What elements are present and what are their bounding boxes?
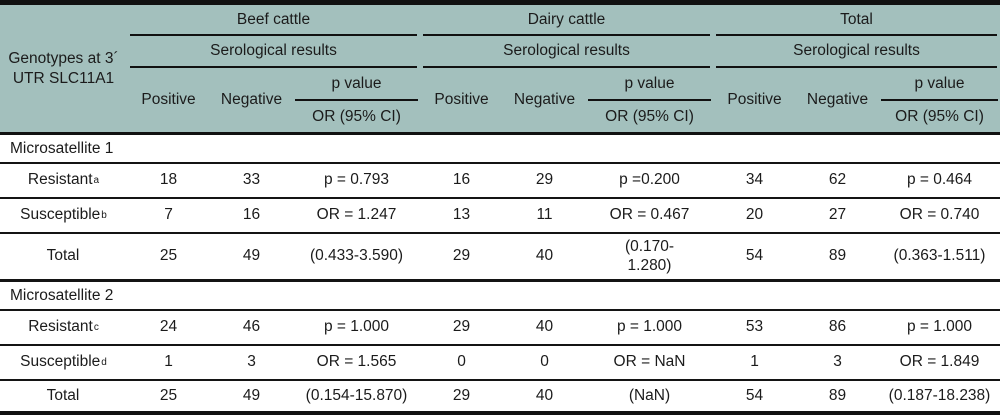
- cell-dairy-positive: 29: [452, 386, 471, 404]
- row-label: Resistant c: [28, 318, 99, 336]
- row-label: Total: [46, 386, 80, 404]
- cell-dairy-negative: 29: [535, 171, 554, 189]
- cell-dairy-positive: 29: [452, 318, 471, 336]
- cell-dairy-positive: 13: [452, 206, 471, 224]
- cell-beef-stat: p = 1.000: [323, 318, 390, 336]
- cell-dairy-positive: 0: [457, 353, 466, 371]
- table-row-susceptible-b: Susceptible b 7 16 OR = 1.247 13 11 OR = …: [0, 199, 1000, 234]
- cell-dairy-negative: 11: [536, 206, 553, 224]
- row-label: Resistant a: [27, 171, 100, 189]
- col-header-negative: Negative: [513, 91, 576, 108]
- cell-beef-positive: 24: [159, 318, 178, 336]
- col-header-pvalue: p value: [295, 68, 418, 101]
- group-subheader: Serological results: [130, 36, 417, 68]
- cell-dairy-negative: 40: [535, 247, 554, 265]
- cell-total-stat: OR = 0.740: [899, 206, 980, 224]
- cell-total-stat: p = 0.464: [906, 171, 973, 189]
- table-row-total-2: Total 25 49 (0.154-15.870) 29 40 (NaN) 5…: [0, 381, 1000, 411]
- table-row-total-1: Total 25 49 (0.433-3.590) 29 40 (0.170- …: [0, 234, 1000, 282]
- cell-dairy-positive: 29: [452, 247, 471, 265]
- cell-total-positive: 34: [745, 171, 764, 189]
- col-header-pvalue: p value: [588, 68, 711, 101]
- cell-beef-negative: 3: [247, 353, 256, 371]
- cell-beef-negative: 49: [242, 247, 261, 265]
- cell-total-negative: 89: [828, 386, 847, 404]
- col-header-positive: Positive: [141, 91, 196, 108]
- col-header-negative: Negative: [806, 91, 869, 108]
- cell-total-positive: 20: [745, 206, 764, 224]
- cell-dairy-positive: 16: [452, 171, 471, 189]
- group-label: Beef cattle: [130, 5, 417, 36]
- cell-total-stat: OR = 1.849: [899, 353, 980, 371]
- cell-total-negative: 27: [828, 206, 847, 224]
- cell-beef-stat: p = 0.793: [323, 171, 390, 189]
- col-header-pvalue: p value: [881, 68, 998, 101]
- table-row-resistant-c: Resistant c 24 46 p = 1.000 29 40 p = 1.0…: [0, 311, 1000, 346]
- col-header-negative: Negative: [220, 91, 283, 108]
- stub-header-line2: UTR SLC11A1: [12, 69, 115, 87]
- cell-beef-positive: 18: [159, 171, 178, 189]
- cell-beef-positive: 25: [159, 247, 178, 265]
- col-header-positive: Positive: [727, 91, 782, 108]
- cell-beef-stat: OR = 1.565: [316, 353, 397, 371]
- cell-dairy-stat: (0.170- 1.280): [624, 237, 675, 274]
- cell-dairy-negative: 40: [535, 386, 554, 404]
- row-label: Susceptible d: [20, 353, 107, 371]
- table-row-susceptible-d: Susceptible d 1 3 OR = 1.565 0 0 OR = NaN…: [0, 346, 1000, 381]
- cell-dairy-stat: p = 1.000: [616, 318, 683, 336]
- cell-dairy-negative: 40: [535, 318, 554, 336]
- cell-beef-negative: 49: [242, 386, 261, 404]
- cell-beef-negative: 16: [242, 206, 261, 224]
- cell-beef-negative: 46: [242, 318, 261, 336]
- table-row-resistant-a: Resistant a 18 33 p = 0.793 16 29 p =0.20…: [0, 164, 1000, 199]
- cell-beef-negative: 33: [242, 171, 261, 189]
- cell-dairy-stat: (NaN): [628, 386, 671, 404]
- group-subheader: Serological results: [423, 36, 710, 68]
- header-group-beef: Beef cattle Serological results Positive…: [127, 5, 420, 132]
- cell-total-stat: p = 1.000: [906, 318, 973, 336]
- header-group-dairy: Dairy cattle Serological results Positiv…: [420, 5, 713, 132]
- group-label: Dairy cattle: [423, 5, 710, 36]
- row-label: Susceptible b: [20, 206, 107, 224]
- stub-header: Genotypes at 3´ UTR SLC11A1: [0, 5, 127, 132]
- col-header-positive: Positive: [434, 91, 489, 108]
- cell-dairy-stat: OR = 0.467: [609, 206, 690, 224]
- cell-total-negative: 86: [828, 318, 847, 336]
- cell-total-positive: 54: [745, 247, 764, 265]
- cell-total-stat: (0.187-18.238): [888, 386, 991, 404]
- cell-beef-positive: 7: [164, 206, 173, 224]
- cell-total-stat: (0.363-1.511): [893, 247, 986, 265]
- cell-total-negative: 3: [833, 353, 842, 371]
- cell-beef-stat: (0.433-3.590): [309, 247, 404, 265]
- cell-beef-stat: (0.154-15.870): [305, 386, 408, 404]
- section-title-microsatellite-1: Microsatellite 1: [0, 135, 1000, 164]
- cell-beef-positive: 25: [159, 386, 178, 404]
- row-label: Total: [46, 247, 80, 265]
- table-header: Genotypes at 3´ UTR SLC11A1 Beef cattle …: [0, 0, 1000, 135]
- section-title-microsatellite-2: Microsatellite 2: [0, 282, 1000, 311]
- cell-dairy-stat: OR = NaN: [613, 353, 686, 371]
- cell-total-positive: 1: [750, 353, 759, 371]
- cell-total-negative: 62: [828, 171, 847, 189]
- col-header-or-ci: OR (95% CI): [605, 107, 694, 125]
- cell-dairy-negative: 0: [540, 353, 549, 371]
- cell-dairy-stat: p =0.200: [619, 171, 680, 189]
- cell-beef-positive: 1: [164, 353, 173, 371]
- col-header-or-ci: OR (95% CI): [895, 107, 984, 125]
- header-group-total: Total Serological results Positive Negat…: [713, 5, 1000, 132]
- cell-total-positive: 54: [745, 386, 764, 404]
- cell-total-negative: 89: [828, 247, 847, 265]
- stub-header-line1: Genotypes at 3´: [8, 50, 119, 68]
- group-subheader: Serological results: [716, 36, 997, 68]
- cell-beef-stat: OR = 1.247: [316, 206, 397, 224]
- col-header-or-ci: OR (95% CI): [312, 107, 401, 125]
- cell-total-positive: 53: [745, 318, 764, 336]
- group-label: Total: [716, 5, 997, 36]
